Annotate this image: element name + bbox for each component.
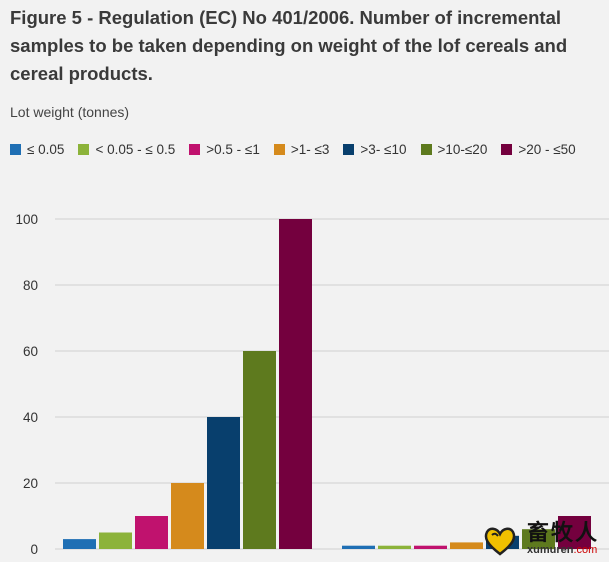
bar (135, 516, 168, 549)
y-tick-label: 60 (23, 344, 38, 359)
legend-swatch (501, 143, 513, 155)
legend-item: >1- ≤3 (273, 140, 330, 158)
watermark-url: xumuren.com (526, 544, 598, 556)
chart-subtitle: Lot weight (tonnes) (10, 104, 130, 120)
chart-title: Figure 5 - Regulation (EC) No 401/2006. … (10, 7, 568, 84)
bar (99, 532, 132, 549)
legend-swatch (189, 143, 201, 155)
bar (279, 219, 312, 549)
legend-swatch (10, 143, 21, 155)
heart-logo-icon (484, 527, 516, 556)
bar (558, 516, 591, 549)
legend-item: >3- ≤10 (343, 140, 407, 158)
bar (171, 483, 204, 549)
legend-item: >20 - ≤50 (501, 140, 576, 158)
legend-item: ≤ 0.05 (10, 140, 64, 158)
y-tick-label: 100 (15, 212, 38, 227)
bar (63, 539, 96, 549)
legend-swatch (78, 143, 90, 155)
legend-label: >10-≤20 (437, 141, 488, 157)
legend-label: >0.5 - ≤1 (206, 141, 260, 157)
legend-item: >10-≤20 (420, 140, 488, 158)
watermark: 畜牧人 xumuren.com (483, 522, 599, 556)
legend-swatch (420, 143, 432, 155)
y-tick-label: 20 (23, 476, 38, 491)
bar (522, 529, 555, 549)
bar (450, 542, 483, 549)
y-tick-label: 0 (30, 542, 38, 557)
y-tick-label: 80 (23, 278, 38, 293)
legend-label: >20 - ≤50 (518, 141, 576, 157)
bar (207, 417, 240, 549)
bar (243, 351, 276, 549)
legend-label: >1- ≤3 (290, 141, 330, 157)
legend-swatch (273, 143, 285, 155)
legend-item: >0.5 - ≤1 (189, 140, 260, 158)
legend-swatch (343, 143, 355, 155)
bar (342, 545, 375, 549)
legend-label: < 0.05 - ≤ 0.5 (95, 141, 176, 157)
y-tick-label: 40 (23, 410, 38, 425)
legend-label: >3- ≤10 (360, 141, 407, 157)
legend-item: < 0.05 - ≤ 0.5 (78, 140, 175, 158)
legend: ≤ 0.05 < 0.05 - ≤ 0.5 >0.5 - ≤1 >1- ≤3 >3- ≤… (10, 140, 600, 158)
watermark-cn-text: 畜牧人 (526, 520, 599, 545)
bar (414, 545, 447, 549)
bar (378, 545, 411, 549)
legend-label: ≤ 0.05 (27, 141, 65, 157)
